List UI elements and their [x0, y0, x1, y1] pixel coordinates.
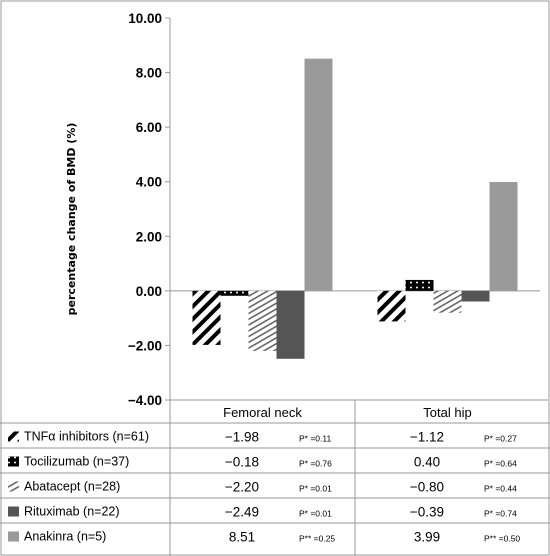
bar — [405, 279, 434, 291]
legend-swatch — [8, 531, 19, 542]
bar — [304, 58, 333, 291]
series-name: Abatacept (n=28) — [24, 480, 120, 494]
p-value: P* =0.74 — [484, 509, 517, 519]
bar — [433, 290, 462, 313]
y-tick-label: −2.00 — [128, 338, 162, 353]
category-label: Femoral neck — [223, 405, 302, 420]
series-name: Rituximab (n=22) — [24, 505, 120, 519]
data-value: −1.98 — [225, 430, 259, 445]
legend-swatch — [8, 456, 19, 467]
legend-swatch — [8, 481, 19, 492]
bar — [276, 290, 305, 359]
data-value: 3.99 — [414, 530, 440, 545]
p-value: P** =0.25 — [299, 534, 335, 544]
data-value: −1.12 — [410, 430, 444, 445]
bar — [220, 290, 249, 296]
p-value: P* =0.44 — [484, 484, 517, 494]
data-value: −0.18 — [225, 455, 259, 470]
series-name: Tocilizumab (n=37) — [24, 455, 129, 469]
bar — [248, 290, 277, 351]
y-tick-label: 8.00 — [136, 66, 162, 81]
data-value: −0.39 — [410, 505, 444, 520]
data-value: −2.20 — [225, 480, 259, 495]
bar — [489, 181, 518, 291]
category-label: Total hip — [423, 405, 471, 420]
data-value: −0.80 — [410, 480, 444, 495]
y-tick-label: 10.00 — [128, 11, 162, 26]
p-value: P** =0.50 — [484, 534, 520, 544]
y-tick-label: 6.00 — [136, 120, 162, 135]
data-value: 8.51 — [229, 530, 255, 545]
legend-swatch — [8, 506, 19, 517]
legend-swatch — [8, 431, 19, 442]
y-axis-title: percentage change of BMD (%) — [65, 123, 78, 316]
data-value: 0.40 — [414, 455, 440, 470]
y-tick-label: 2.00 — [136, 229, 162, 244]
y-tick-label: 4.00 — [136, 175, 162, 190]
bar — [192, 290, 221, 345]
data-value: −2.49 — [225, 505, 259, 520]
p-value: P* =0.64 — [484, 459, 517, 469]
p-value: P* =0.76 — [299, 459, 332, 469]
p-value: P* =0.01 — [299, 484, 332, 494]
bar — [377, 290, 406, 322]
series-name: TNFα inhibitors (n=61) — [24, 430, 149, 444]
p-value: P* =0.27 — [484, 434, 517, 444]
p-value: P* =0.01 — [299, 509, 332, 519]
series-name: Anakinra (n=5) — [24, 530, 106, 544]
bar — [461, 290, 490, 302]
y-tick-label: 0.00 — [136, 284, 162, 299]
y-tick-label: −4.00 — [128, 393, 162, 408]
p-value: P* =0.11 — [299, 434, 331, 444]
